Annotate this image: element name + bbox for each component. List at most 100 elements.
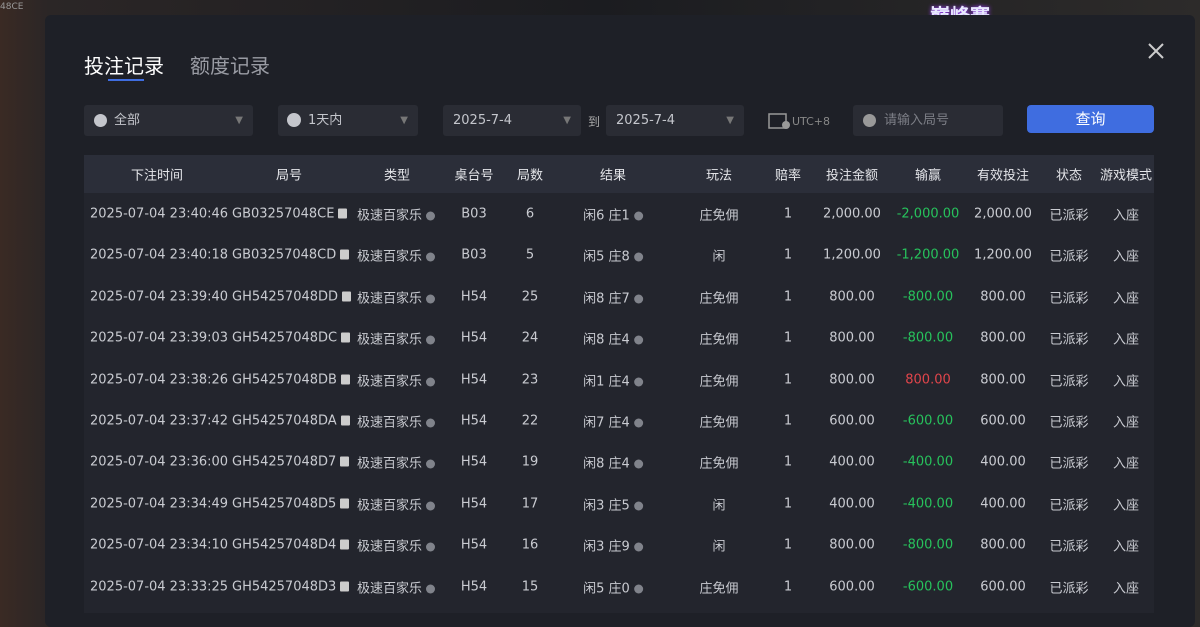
info-icon[interactable] bbox=[633, 501, 643, 511]
date-value: 2025-7-4 bbox=[616, 113, 676, 128]
bet-amount: 400.00 bbox=[829, 496, 875, 512]
info-icon[interactable] bbox=[426, 377, 436, 387]
win-loss: -800.00 bbox=[902, 537, 954, 553]
column-header: 玩法 bbox=[705, 168, 733, 184]
copy-icon[interactable] bbox=[340, 374, 350, 385]
status: 已派彩 bbox=[1049, 581, 1089, 597]
info-icon[interactable] bbox=[633, 377, 643, 387]
copy-icon[interactable] bbox=[340, 498, 350, 509]
date-separator: 到 bbox=[588, 115, 601, 129]
column-header: 桌台号 bbox=[454, 168, 494, 184]
win-loss: -400.00 bbox=[902, 496, 954, 512]
column-header: 游戏模式 bbox=[1099, 168, 1153, 184]
status: 已派彩 bbox=[1049, 415, 1089, 431]
info-icon[interactable] bbox=[633, 542, 643, 552]
table-id: H54 bbox=[460, 496, 488, 512]
copy-icon[interactable] bbox=[338, 208, 348, 219]
copy-icon[interactable] bbox=[341, 332, 351, 343]
info-icon[interactable] bbox=[633, 459, 643, 469]
bet-time: 2025-07-04 23:37:42 bbox=[90, 413, 229, 429]
bet-type: 庄免佣 bbox=[699, 208, 739, 224]
table-id: H54 bbox=[460, 537, 488, 553]
table-id: H54 bbox=[460, 413, 488, 429]
odds: 1 bbox=[783, 289, 793, 305]
result: 闲8 庄4 bbox=[583, 329, 643, 348]
odds: 1 bbox=[783, 454, 793, 470]
info-icon[interactable] bbox=[426, 542, 436, 552]
copy-icon[interactable] bbox=[340, 539, 350, 550]
bet-amount: 800.00 bbox=[829, 289, 875, 305]
status: 已派彩 bbox=[1049, 498, 1089, 514]
copy-icon[interactable] bbox=[340, 415, 350, 426]
round-no: 17 bbox=[521, 496, 539, 512]
column-header: 赔率 bbox=[774, 168, 802, 184]
odds: 1 bbox=[783, 247, 793, 263]
bet-type: 庄免佣 bbox=[699, 374, 739, 390]
table-id: H54 bbox=[460, 372, 488, 388]
odds: 1 bbox=[783, 206, 793, 222]
bet-type: 庄免佣 bbox=[699, 332, 739, 348]
bet-type: 庄免佣 bbox=[699, 581, 739, 597]
round-no: 15 bbox=[521, 579, 539, 595]
odds: 1 bbox=[783, 496, 793, 512]
info-icon[interactable] bbox=[426, 501, 436, 511]
tab[interactable]: 额度记录 bbox=[190, 54, 270, 78]
round-id: GH54257048D4 bbox=[232, 538, 350, 553]
info-icon[interactable] bbox=[633, 335, 643, 345]
bet-amount: 600.00 bbox=[829, 413, 875, 429]
game-type: 极速百家乐 bbox=[357, 494, 436, 513]
copy-icon[interactable] bbox=[340, 456, 350, 467]
copy-icon[interactable] bbox=[340, 249, 350, 260]
bet-time: 2025-07-04 23:40:46 bbox=[90, 206, 229, 222]
game-type: 极速百家乐 bbox=[357, 329, 436, 348]
calendar-icon[interactable] bbox=[768, 112, 792, 130]
info-icon[interactable] bbox=[426, 584, 436, 594]
info-icon[interactable] bbox=[426, 294, 436, 304]
copy-icon[interactable] bbox=[342, 291, 352, 302]
table-id: H54 bbox=[460, 289, 488, 305]
win-loss: -600.00 bbox=[902, 413, 954, 429]
status: 已派彩 bbox=[1049, 456, 1089, 472]
info-icon[interactable] bbox=[633, 584, 643, 594]
close-button[interactable] bbox=[1147, 42, 1165, 60]
info-icon[interactable] bbox=[633, 418, 643, 428]
column-header: 结果 bbox=[599, 168, 627, 184]
table-id: B03 bbox=[461, 206, 487, 222]
win-loss: -800.00 bbox=[902, 330, 954, 346]
valid-bet: 800.00 bbox=[980, 537, 1026, 553]
tab[interactable]: 投注记录 bbox=[84, 54, 164, 78]
round-no: 24 bbox=[521, 330, 539, 346]
bet-amount: 600.00 bbox=[829, 579, 875, 595]
date-from[interactable]: 2025-7-4 ▼ bbox=[443, 105, 581, 136]
date-to[interactable]: 2025-7-4 ▼ bbox=[606, 105, 744, 136]
info-icon[interactable] bbox=[426, 211, 436, 221]
round-id: GH54257048DB bbox=[232, 372, 350, 387]
table-header bbox=[84, 155, 1154, 193]
info-icon[interactable] bbox=[426, 418, 436, 428]
search-button[interactable]: 查询 bbox=[1027, 105, 1154, 133]
round-id: GB03257048CD bbox=[232, 248, 350, 263]
info-icon[interactable] bbox=[426, 252, 436, 262]
round-no: 23 bbox=[521, 372, 539, 388]
copy-icon[interactable] bbox=[340, 581, 350, 592]
info-icon[interactable] bbox=[633, 211, 643, 221]
column-header: 输赢 bbox=[914, 168, 942, 184]
info-icon[interactable] bbox=[426, 459, 436, 469]
info-icon[interactable] bbox=[426, 335, 436, 345]
table-id: H54 bbox=[460, 579, 488, 595]
bet-time: 2025-07-04 23:38:26 bbox=[90, 372, 229, 388]
period-select[interactable]: 1天内 ▼ bbox=[278, 105, 418, 136]
bet-type: 庄免佣 bbox=[699, 456, 739, 472]
valid-bet: 600.00 bbox=[980, 413, 1026, 429]
game-mode: 入座 bbox=[1112, 291, 1140, 307]
round-input[interactable]: 请输入局号 bbox=[853, 105, 1003, 136]
odds: 1 bbox=[783, 537, 793, 553]
result: 闲7 庄4 bbox=[583, 412, 643, 431]
round-id: GH54257048DA bbox=[232, 414, 350, 429]
result: 闲3 庄9 bbox=[583, 536, 643, 555]
category-select[interactable]: 全部 ▼ bbox=[84, 105, 253, 136]
info-icon[interactable] bbox=[633, 294, 643, 304]
info-icon[interactable] bbox=[633, 252, 643, 262]
column-header: 下注时间 bbox=[130, 168, 184, 184]
